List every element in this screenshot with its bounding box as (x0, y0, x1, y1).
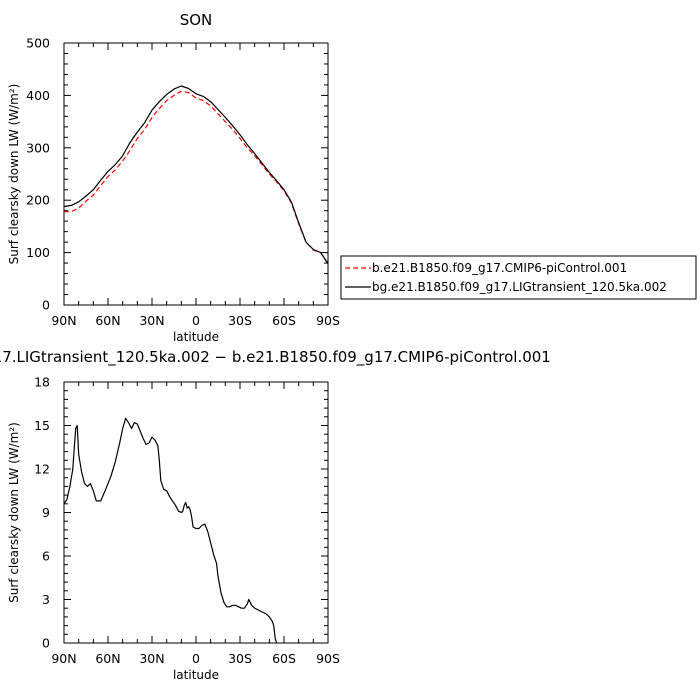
y-tick-label: 12 (34, 462, 50, 477)
x-tick-label: 60N (95, 313, 120, 328)
bottom-chart-y-axis-label: Surf clearsky down LW (W/m²) (7, 422, 21, 603)
x-tick-label: 90S (316, 313, 340, 328)
y-tick-label: 0 (42, 636, 50, 651)
bottom-chart: bg.e21.B1850.f09_g17.LIGtransient_120.5k… (0, 348, 551, 682)
y-tick-label: 18 (34, 375, 50, 390)
x-tick-label: 0 (192, 651, 200, 666)
y-tick-label: 9 (42, 505, 50, 520)
x-tick-label: 30N (139, 651, 164, 666)
top-chart: SON Surf clearsky down LW (W/m²) latitud… (7, 11, 340, 344)
bottom-chart-x-axis-label: latitude (173, 668, 219, 682)
top-chart-ticks (63, 42, 329, 306)
bottom-chart-series-line-0 (63, 417, 278, 644)
x-tick-label: 30S (228, 651, 252, 666)
x-tick-label: 30S (228, 313, 252, 328)
top-chart-series-line-0 (64, 90, 329, 265)
x-tick-label: 0 (192, 313, 200, 328)
top-chart-frame (63, 42, 329, 306)
top-chart-series-line-1 (63, 85, 329, 264)
x-tick-label: 30N (139, 313, 164, 328)
top-chart-tick-labels: 90N 60N 30N 0 30S 60S 90S 0 100 200 300 400 500 (26, 36, 340, 329)
y-tick-label: 0 (42, 298, 50, 313)
bottom-chart-tick-labels: 90N 60N 30N 0 30S 60S 90S 0 3 6 9 12 15 18 (34, 375, 340, 667)
legend-box (340, 255, 697, 300)
y-tick-label: 200 (26, 193, 50, 208)
x-tick-label: 90N (51, 313, 76, 328)
bottom-chart-frame (63, 381, 329, 644)
y-tick-label: 3 (42, 592, 50, 607)
bottom-chart-title: bg.e21.B1850.f09_g17.LIGtransient_120.5k… (0, 348, 551, 367)
top-chart-legend: b.e21.B1850.f09_g17.CMIP6-piControl.001 … (340, 255, 697, 300)
bottom-chart-plot-lines (63, 417, 278, 644)
x-tick-label: 60S (272, 313, 296, 328)
x-tick-label: 60S (272, 651, 296, 666)
y-tick-label: 100 (26, 245, 50, 260)
top-chart-plot-lines (63, 85, 329, 265)
y-tick-label: 400 (26, 88, 50, 103)
y-tick-label: 500 (26, 36, 50, 51)
top-chart-title: SON (180, 11, 213, 29)
top-chart-x-axis-label: latitude (173, 330, 219, 344)
y-tick-label: 300 (26, 140, 50, 155)
x-tick-label: 90S (316, 651, 340, 666)
legend-label-control: b.e21.B1850.f09_g17.CMIP6-piControl.001 (372, 261, 627, 275)
y-tick-label: 6 (42, 549, 50, 564)
y-tick-label: 15 (34, 418, 50, 433)
top-chart-y-axis-label: Surf clearsky down LW (W/m²) (7, 84, 21, 265)
legend-label-ligtransient: bg.e21.B1850.f09_g17.LIGtransient_120.5k… (372, 280, 667, 294)
x-tick-label: 90N (51, 651, 76, 666)
x-tick-label: 60N (95, 651, 120, 666)
